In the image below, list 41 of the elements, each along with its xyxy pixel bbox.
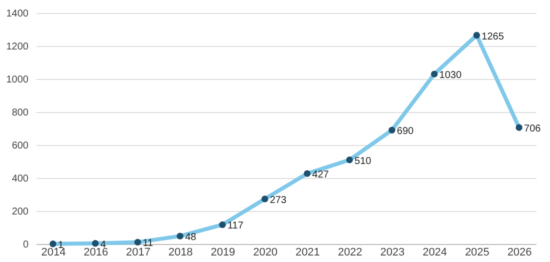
point [92, 240, 99, 247]
point [176, 232, 184, 240]
point [430, 70, 438, 78]
y-tick-label: 400 [12, 174, 29, 184]
x-tick-label: 2023 [380, 246, 405, 258]
point [219, 221, 226, 228]
x-tick-label: 2014 [41, 246, 66, 258]
data-label: 690 [396, 126, 414, 138]
point [304, 170, 311, 177]
point [346, 156, 353, 164]
data-label: 117 [227, 220, 244, 232]
data-label: 1030 [439, 70, 462, 82]
x-tick-label: 2018 [168, 246, 193, 258]
y-tick-label: 0 [22, 240, 29, 250]
point [388, 126, 396, 134]
data-label: 427 [312, 170, 330, 181]
x-tick-label: 2022 [338, 246, 362, 258]
x-tick-label: 2017 [126, 246, 150, 258]
point [516, 124, 522, 131]
y-tick-label: 600 [12, 140, 29, 152]
x-tick-label: 2020 [253, 246, 278, 258]
data-label: 48 [185, 232, 197, 244]
data-label: 706 [524, 124, 542, 135]
x-tick-label: 2021 [295, 246, 320, 258]
y-tick-label: 1000 [6, 74, 29, 86]
y-tick-label: 1400 [6, 8, 29, 20]
x-tick-label: 2026 [507, 246, 532, 258]
y-tick-label: 1200 [6, 42, 29, 52]
data-label: 510 [354, 156, 372, 167]
x-tick-label: 2019 [210, 246, 236, 258]
point [134, 238, 142, 246]
point [261, 196, 268, 202]
point [50, 240, 56, 248]
y-tick-label: 200 [12, 206, 29, 218]
y-tick-label: 800 [12, 108, 29, 118]
x-tick-label: 2016 [84, 246, 108, 258]
x-tick-label: 2025 [464, 246, 490, 258]
point [473, 32, 480, 39]
x-tick-label: 2024 [422, 246, 448, 258]
data-label: 273 [270, 194, 287, 206]
data-label: 1265 [482, 31, 504, 42]
